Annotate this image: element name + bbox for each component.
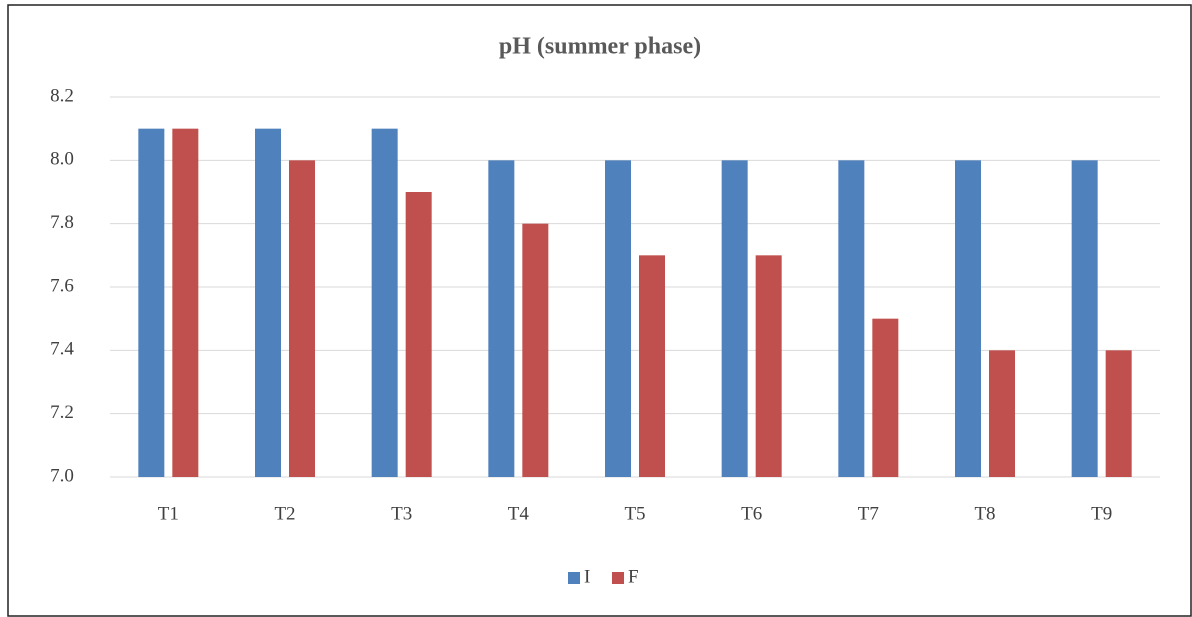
y-tick-label: 8.2: [50, 85, 74, 106]
bar: [605, 160, 631, 478]
y-tick-label: 7.8: [50, 212, 74, 233]
y-tick-label: 7.6: [50, 275, 74, 296]
bar: [289, 160, 315, 478]
x-tick-label: T1: [158, 503, 179, 524]
bar: [371, 128, 398, 477]
legend-swatch: [612, 572, 624, 584]
x-tick-label: T5: [624, 503, 645, 524]
x-tick-label: T9: [1091, 503, 1112, 524]
bar: [255, 128, 281, 477]
bar: [989, 350, 1015, 477]
x-tick-label: T3: [391, 503, 412, 524]
bar: [488, 160, 515, 478]
bar: [755, 255, 782, 477]
bar: [721, 160, 748, 478]
y-tick-label: 7.0: [50, 465, 74, 486]
bar: [405, 192, 432, 477]
chart-title: pH (summer phase): [499, 34, 701, 60]
bar: [1071, 160, 1098, 478]
bar: [955, 160, 981, 478]
bar: [138, 128, 165, 477]
x-tick-label: T8: [974, 503, 995, 524]
bar: [838, 160, 865, 478]
x-tick-label: T2: [274, 503, 295, 524]
bar: [639, 255, 665, 477]
x-tick-label: T6: [741, 503, 762, 524]
legend-swatch: [568, 572, 580, 584]
bar: [872, 318, 899, 477]
chart-frame: [7, 4, 1192, 617]
x-tick-label: T4: [508, 503, 530, 524]
bar: [172, 128, 199, 477]
legend-label: F: [628, 566, 639, 587]
bar: [522, 223, 549, 477]
y-tick-label: 7.4: [50, 339, 74, 360]
y-tick-label: 8.0: [50, 149, 74, 170]
bar: [1105, 350, 1132, 477]
x-tick-label: T7: [858, 503, 879, 524]
legend-label: I: [584, 566, 590, 587]
y-tick-label: 7.2: [50, 402, 74, 423]
